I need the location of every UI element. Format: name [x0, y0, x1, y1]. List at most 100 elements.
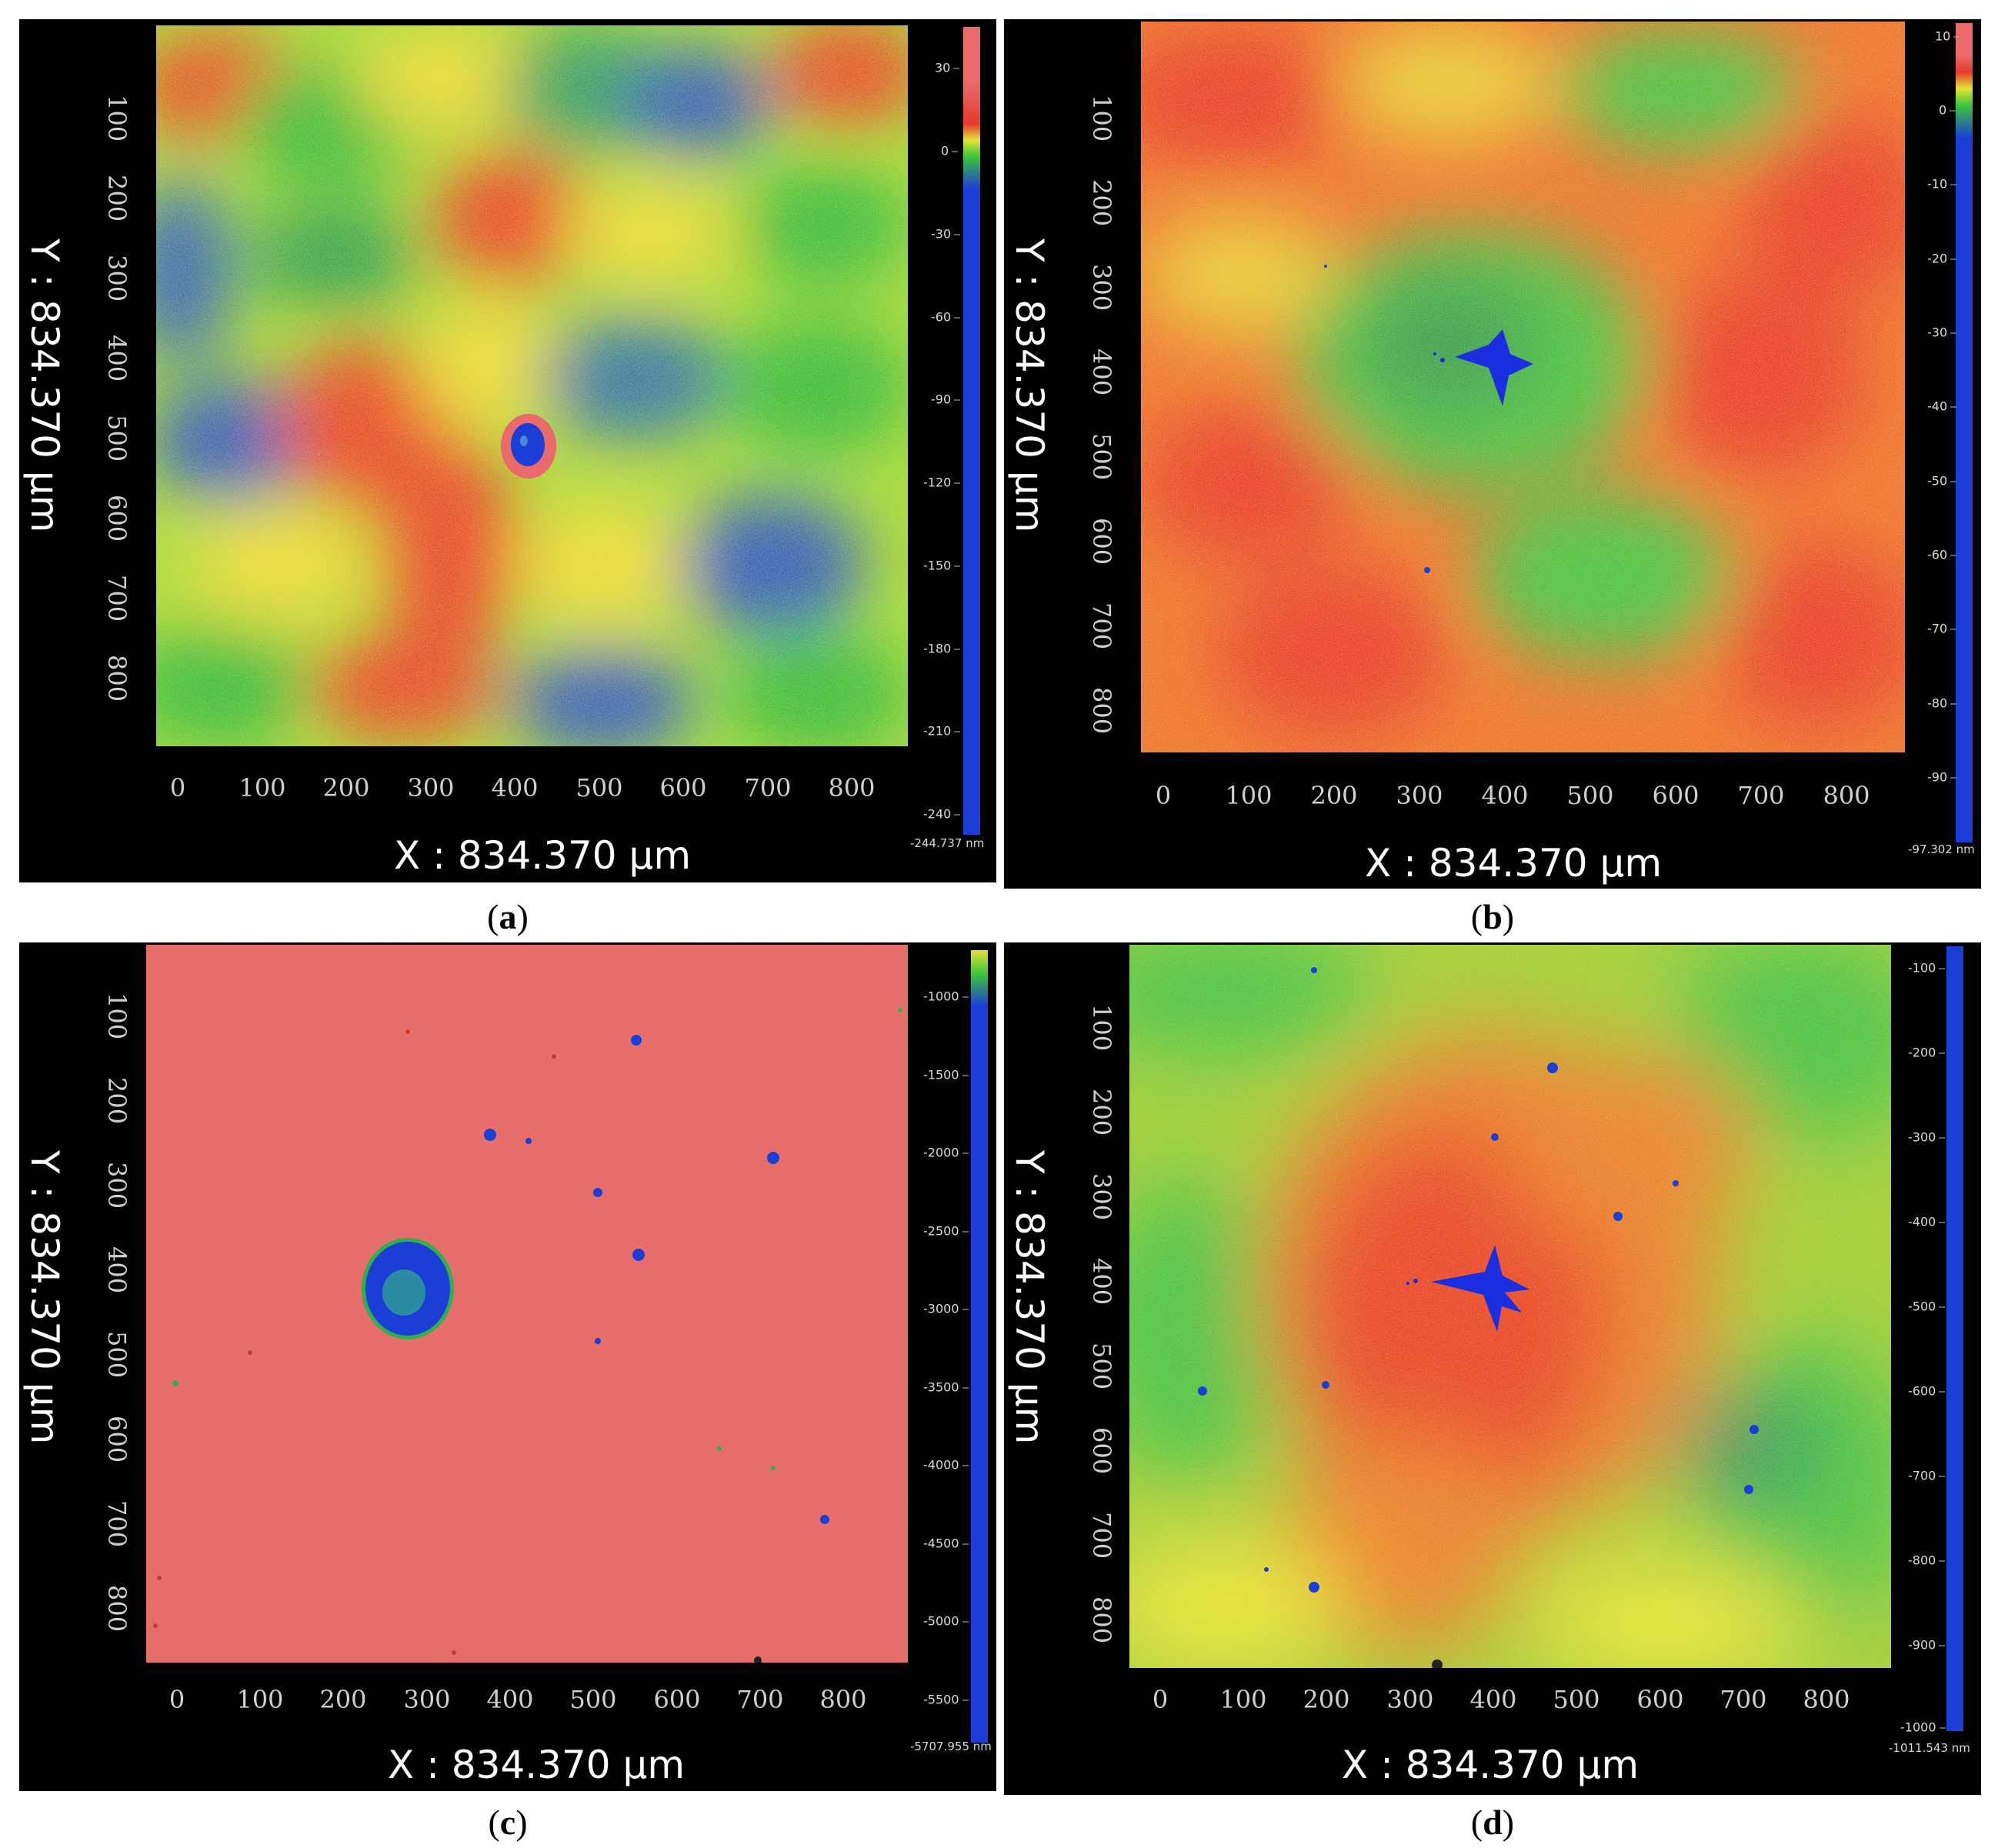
panel-a: Y : 834.370 µm 100 200 300 400 500 600 7…: [19, 19, 996, 882]
colorbar-tick: -80: [1927, 696, 1957, 711]
y-tick: 300: [1087, 1173, 1116, 1221]
x-tick: 0: [168, 1685, 185, 1714]
colorbar-tick: -500: [1908, 1299, 1946, 1314]
x-tick: 300: [1386, 1685, 1434, 1714]
x-tick: 600: [653, 1685, 701, 1714]
colorbar-d: [1946, 946, 1963, 1731]
y-axis-label-d: Y : 834.370 µm: [1007, 1150, 1052, 1445]
colorbar-min-a: -244.737 nm: [910, 836, 985, 850]
height-map-c: [146, 945, 908, 1663]
colorbar-tick: -240: [923, 806, 961, 822]
colorbar-tick: -1000: [923, 989, 968, 1004]
y-tick: 800: [102, 655, 132, 702]
colorbar-tick: -1000: [1900, 1720, 1945, 1735]
x-tick: 400: [491, 773, 539, 802]
y-tick: 700: [102, 1500, 132, 1548]
x-tick: 600: [1652, 781, 1699, 810]
y-tick: 300: [102, 1162, 132, 1209]
colorbar-tick: -90: [1927, 769, 1957, 785]
colorbar-c: [971, 950, 988, 1743]
x-tick: 300: [403, 1685, 451, 1714]
y-tick: 800: [102, 1585, 132, 1633]
x-tick: 200: [322, 773, 370, 802]
x-tick: 800: [828, 773, 876, 802]
x-axis-label-a: X : 834.370 µm: [393, 833, 692, 878]
colorbar-tick: -60: [931, 309, 961, 325]
y-tick: 400: [102, 1246, 132, 1294]
colorbar-tick: -200: [1908, 1045, 1946, 1060]
y-tick: 700: [1087, 602, 1116, 650]
x-tick: 500: [1553, 1685, 1600, 1714]
y-axis-label-c: Y : 834.370 µm: [22, 1150, 67, 1445]
colorbar-tick: -3000: [923, 1301, 968, 1316]
x-tick: 300: [1396, 781, 1443, 810]
x-tick: 0: [169, 773, 186, 802]
x-tick: 100: [236, 1685, 284, 1714]
caption-b: (b): [1470, 897, 1515, 936]
caption-a: (a): [487, 897, 529, 936]
colorbar-tick: 0: [1939, 102, 1956, 118]
colorbar-tick: -120: [923, 475, 961, 490]
y-tick: 200: [102, 175, 132, 222]
x-tick: 600: [1636, 1685, 1684, 1714]
height-map-a: [156, 25, 908, 746]
colorbar-b: [1956, 23, 1973, 842]
x-tick: 100: [1225, 781, 1273, 810]
y-tick: 500: [102, 415, 132, 462]
x-axis-label-c: X : 834.370 µm: [387, 1743, 685, 1787]
y-tick: 700: [102, 575, 132, 622]
x-tick: 400: [1481, 781, 1529, 810]
height-map-b: [1141, 22, 1905, 752]
colorbar-tick: 30: [935, 60, 960, 75]
colorbar-tick: -50: [1927, 473, 1957, 489]
y-axis-label-b: Y : 834.370 µm: [1007, 239, 1052, 533]
colorbar-min-c: -5707.955 nm: [910, 1740, 992, 1753]
y-tick: 100: [102, 95, 132, 142]
colorbar-tick: -70: [1927, 621, 1957, 636]
y-tick: 200: [102, 1077, 132, 1125]
colorbar-tick: -4000: [923, 1457, 968, 1473]
colorbar-tick: -2500: [923, 1223, 968, 1239]
y-tick: 400: [1087, 349, 1116, 396]
colorbar-tick: -10: [1927, 176, 1957, 192]
colorbar-tick: -100: [1908, 960, 1946, 976]
x-axis-label-b: X : 834.370 µm: [1364, 841, 1663, 886]
y-tick: 800: [1087, 687, 1116, 735]
colorbar-tick: -60: [1927, 547, 1957, 562]
y-tick: 700: [1087, 1512, 1116, 1559]
x-tick: 200: [1310, 781, 1358, 810]
panel-c: Y : 834.370 µm 100 200 300 400 500 600 7…: [19, 942, 996, 1791]
x-tick: 100: [238, 773, 286, 802]
x-tick: 500: [1566, 781, 1614, 810]
y-tick: 200: [1087, 179, 1116, 227]
colorbar-tick: -300: [1908, 1129, 1946, 1145]
y-tick: 600: [1087, 1427, 1116, 1475]
colorbar-tick: -30: [1927, 325, 1957, 340]
colorbar-tick: -210: [923, 723, 961, 739]
y-tick: 600: [102, 495, 132, 542]
colorbar-tick: -800: [1908, 1553, 1946, 1568]
x-tick: 800: [1803, 1685, 1850, 1714]
y-tick: 800: [1087, 1596, 1116, 1644]
x-tick: 500: [575, 773, 623, 802]
x-tick: 700: [736, 1685, 784, 1714]
y-tick: 200: [1087, 1089, 1116, 1136]
colorbar-tick: -400: [1908, 1214, 1946, 1229]
y-tick: 500: [1087, 433, 1116, 481]
colorbar-tick: 0: [941, 143, 959, 158]
colorbar-tick: 10: [1935, 28, 1960, 44]
x-tick: 800: [1823, 781, 1870, 810]
x-tick: 700: [1737, 781, 1785, 810]
x-tick: 500: [569, 1685, 617, 1714]
x-tick: 400: [1469, 1685, 1517, 1714]
colorbar-tick: -30: [931, 226, 961, 242]
y-tick: 300: [102, 255, 132, 302]
colorbar-tick: -700: [1908, 1468, 1946, 1483]
x-tick: 800: [819, 1685, 867, 1714]
y-tick: 500: [1087, 1343, 1116, 1390]
y-tick: 400: [102, 335, 132, 382]
panel-d: Y : 834.370 µm 100 200 300 400 500 600 7…: [1004, 942, 1981, 1795]
colorbar-tick: -3500: [923, 1379, 968, 1395]
colorbar-tick: -4500: [923, 1536, 968, 1551]
x-tick: 400: [486, 1685, 534, 1714]
